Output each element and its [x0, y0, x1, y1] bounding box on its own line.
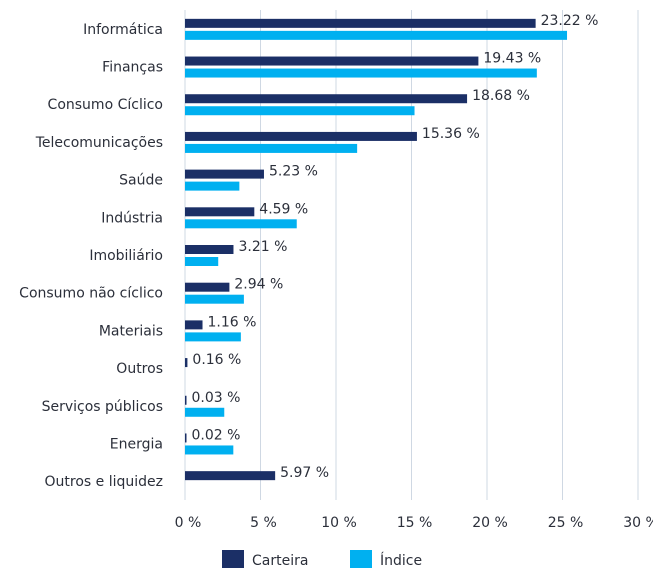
data-label: 5.97 %: [280, 465, 329, 481]
bar: [185, 395, 187, 405]
data-label: 18.68 %: [472, 88, 530, 104]
data-label: 1.16 %: [208, 314, 257, 330]
bar: [185, 68, 537, 78]
data-label: 5.23 %: [269, 164, 318, 180]
bar: [185, 282, 230, 292]
data-label: 3.21 %: [238, 239, 287, 255]
y-tick-label: Outros e liquidez: [45, 474, 163, 490]
bar: [185, 433, 187, 443]
y-tick-label: Finanças: [102, 60, 163, 76]
data-label: 2.94 %: [234, 277, 283, 293]
x-tick-label: 5 %: [250, 515, 277, 531]
bar: [185, 219, 297, 229]
data-label: 0.16 %: [192, 352, 241, 368]
bar: [185, 245, 234, 254]
x-tick-label: 0 %: [175, 515, 202, 531]
bar: [185, 471, 276, 481]
y-tick-label: Imobiliário: [89, 248, 163, 264]
bar: [185, 94, 468, 104]
x-tick-label: 15 %: [397, 515, 433, 531]
bar: [185, 358, 188, 368]
y-tick-label: Informática: [83, 22, 163, 38]
legend-label: Índice: [380, 552, 422, 569]
y-tick-label: Saúde: [119, 173, 163, 189]
data-label: 4.59 %: [259, 201, 308, 217]
bar: [185, 407, 225, 417]
bar: [185, 18, 536, 28]
bar: [185, 320, 203, 330]
bar: [185, 131, 417, 141]
y-tick-label: Materiais: [99, 323, 163, 339]
bar: [185, 257, 219, 266]
bar: [185, 207, 255, 217]
bar: [185, 143, 358, 153]
bar: [185, 294, 244, 304]
y-tick-label: Indústria: [101, 210, 163, 226]
bar: [185, 56, 479, 66]
bar: [185, 106, 415, 116]
data-label: 15.36 %: [422, 126, 480, 142]
bar: [185, 181, 240, 191]
data-label: 23.22 %: [541, 13, 599, 29]
bar: [185, 169, 264, 179]
x-tick-label: 30 %: [623, 515, 653, 531]
bar: [185, 332, 241, 342]
legend-label: Carteira: [252, 553, 308, 569]
x-tick-label: 20 %: [472, 515, 508, 531]
data-label: 19.43 %: [483, 51, 541, 67]
x-tick-label: 10 %: [321, 515, 357, 531]
x-tick-label: 25 %: [548, 515, 584, 531]
legend-swatch: [222, 550, 244, 568]
y-tick-label: Outros: [116, 361, 163, 377]
y-tick-label: Consumo não cíclico: [19, 286, 163, 302]
bar: [185, 30, 568, 40]
data-label: 0.02 %: [192, 427, 241, 443]
y-tick-label: Consumo Cíclico: [48, 97, 163, 113]
bar: [185, 445, 234, 455]
y-tick-label: Serviços públicos: [42, 399, 163, 415]
y-tick-label: Telecomunicações: [35, 135, 163, 151]
data-label: 0.03 %: [192, 390, 241, 406]
legend-swatch: [350, 550, 372, 568]
y-tick-label: Energia: [110, 436, 163, 452]
